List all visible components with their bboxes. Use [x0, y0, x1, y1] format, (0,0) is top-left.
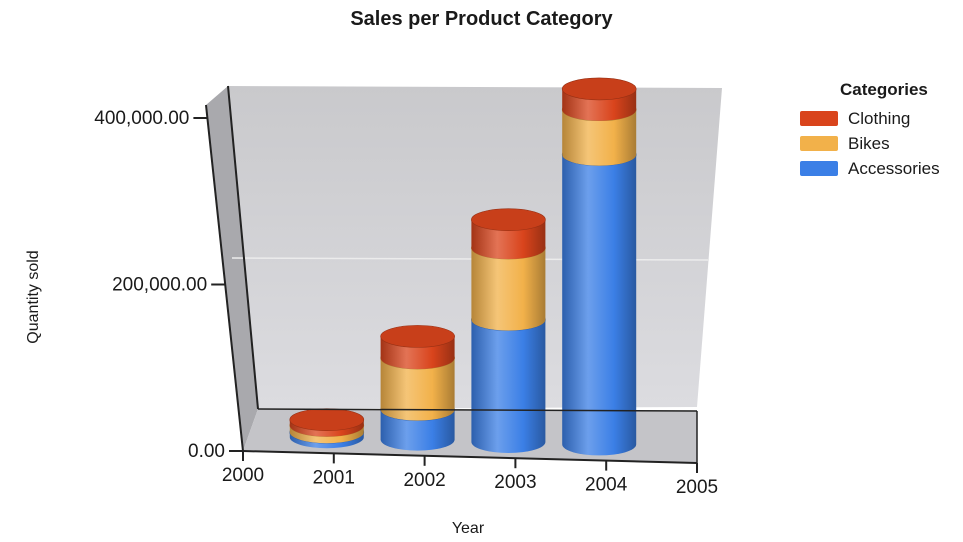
legend-label: Accessories [848, 158, 940, 178]
legend-swatch [800, 111, 838, 126]
x-tick-label: 2003 [494, 472, 536, 493]
legend-label: Bikes [848, 133, 890, 153]
x-axis-title: Year [452, 520, 485, 537]
x-tick-label: 2005 [676, 477, 718, 498]
legend: Categories Clothing Bikes Accessories [800, 80, 940, 181]
bar-accessories-2004 [561, 143, 637, 456]
bar-clothing-2003 [471, 208, 546, 260]
legend-item-bikes: Bikes [800, 131, 940, 156]
bar-clothing-2004 [561, 77, 637, 121]
y-tick-label: 200,000.00 [112, 275, 207, 296]
legend-label: Clothing [848, 108, 911, 128]
y-axis-title: Quantity sold [25, 250, 42, 343]
legend-item-accessories: Accessories [800, 156, 940, 181]
left-wall [206, 86, 258, 451]
bar-clothing-2002 [380, 325, 455, 370]
legend-item-clothing: Clothing [800, 106, 940, 131]
x-tick-label: 2002 [403, 470, 445, 491]
x-tick-label: 2001 [313, 467, 355, 488]
legend-title: Categories [840, 80, 928, 99]
bar-clothing-2001 [289, 408, 365, 437]
chart-title: Sales per Product Category [350, 8, 613, 30]
y-tick-label: 0.00 [188, 441, 225, 462]
x-tick-label: 2004 [585, 475, 628, 496]
x-tick-label: 2000 [222, 465, 264, 486]
y-tick-label: 400,000.00 [94, 108, 189, 129]
legend-swatch [800, 161, 838, 176]
legend-swatch [800, 136, 838, 151]
axes [193, 85, 698, 473]
